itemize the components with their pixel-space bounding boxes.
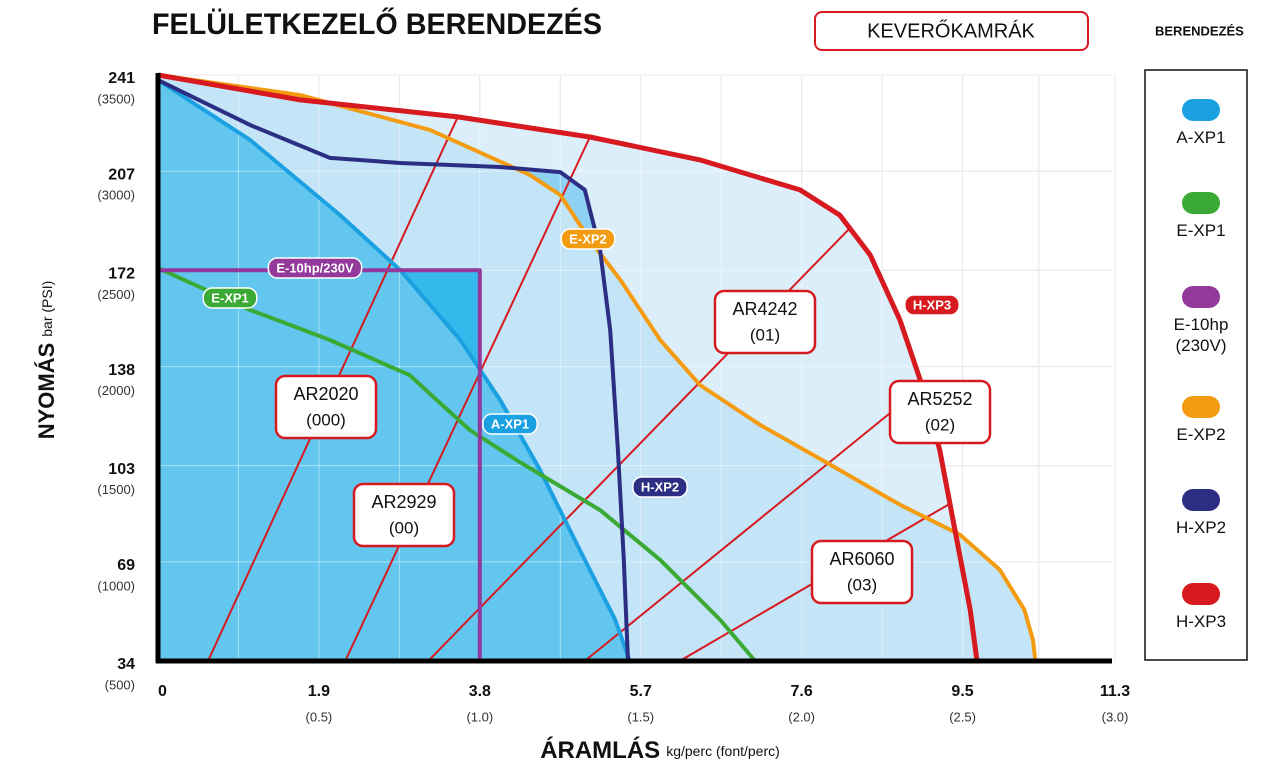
x-tick-label: 9.5 xyxy=(951,683,973,700)
chamber-code: (00) xyxy=(389,518,419,537)
chart-title: FELÜLETKEZELŐ BERENDEZÉS xyxy=(152,7,602,41)
series-tag: H-XP3 xyxy=(905,295,959,315)
series-tag-text: H-XP3 xyxy=(913,297,951,312)
legend-swatch xyxy=(1182,489,1220,511)
legend-box xyxy=(1145,70,1247,660)
chamber-name: AR2929 xyxy=(371,492,436,512)
legend-label: H-XP3 xyxy=(1161,611,1241,632)
legend-label: E-XP2 xyxy=(1161,424,1241,445)
x-tick-sublabel: (3.0) xyxy=(1102,709,1129,724)
y-tick-label: 138 xyxy=(108,362,135,379)
legend-swatch xyxy=(1182,286,1220,308)
legend-swatch xyxy=(1182,583,1220,605)
legend-label: E-10hp (230V) xyxy=(1161,314,1241,356)
series-tag-text: A-XP1 xyxy=(491,416,529,431)
x-label: ÁRAMLÁS xyxy=(540,736,660,764)
y-tick-label: 172 xyxy=(108,266,135,283)
x-unit: kg/perc (font/perc) xyxy=(666,743,780,759)
y-tick-sublabel: (2500) xyxy=(97,287,135,302)
series-tag: E-XP1 xyxy=(203,288,257,308)
y-tick-label: 69 xyxy=(117,557,135,574)
y-unit: bar (PSI) xyxy=(39,281,55,337)
series-tag-text: E-XP1 xyxy=(211,290,249,305)
y-tick-label: 34 xyxy=(117,656,135,673)
legend-title: BERENDEZÉS xyxy=(1155,23,1244,38)
page: FELÜLETKEZELŐ BERENDEZÉS KEVERŐKAMRÁK BE… xyxy=(0,0,1261,769)
legend-label: E-XP1 xyxy=(1161,220,1241,241)
chamber-code: (03) xyxy=(847,575,877,594)
chamber-code: (01) xyxy=(750,325,780,344)
series-tag: H-XP2 xyxy=(633,477,687,497)
series-tag: A-XP1 xyxy=(483,414,537,434)
x-tick-label: 3.8 xyxy=(469,683,491,700)
x-tick-sublabel: (1.5) xyxy=(627,709,654,724)
y-tick-sublabel: (3000) xyxy=(97,188,135,203)
legend-swatch xyxy=(1182,396,1220,418)
x-tick-label: 5.7 xyxy=(630,683,652,700)
x-tick-label: 0 xyxy=(158,683,167,700)
x-axis-title: ÁRAMLÁS kg/perc (font/perc) xyxy=(540,736,780,764)
series-tag: E-XP2 xyxy=(561,229,615,249)
legend-swatch xyxy=(1182,99,1220,121)
x-tick-sublabel: (2.0) xyxy=(788,709,815,724)
x-tick-label: 7.6 xyxy=(791,683,813,700)
x-tick-sublabel: (1.0) xyxy=(466,709,493,724)
y-tick-sublabel: (500) xyxy=(105,677,135,692)
chamber-name: AR4242 xyxy=(732,299,797,319)
x-tick-sublabel: (0.5) xyxy=(306,709,333,724)
chamber-code: (000) xyxy=(306,410,346,429)
y-tick-label: 103 xyxy=(108,461,135,478)
chamber-code: (02) xyxy=(925,415,955,434)
chamber-title: KEVERŐKAMRÁK xyxy=(867,19,1035,42)
series-tag-text: E-XP2 xyxy=(569,231,607,246)
y-tick-sublabel: (2000) xyxy=(97,383,135,398)
x-tick-label: 11.3 xyxy=(1100,683,1130,700)
y-tick-label: 241 xyxy=(108,70,135,87)
y-axis-title: NYOMÁS bar (PSI) xyxy=(34,281,59,440)
series-tag-text: H-XP2 xyxy=(641,479,679,494)
y-label: NYOMÁS xyxy=(34,343,59,440)
legend-label: A-XP1 xyxy=(1161,127,1241,148)
x-tick-label: 1.9 xyxy=(308,683,330,700)
chamber-name: AR2020 xyxy=(293,384,358,404)
series-tag: E-10hp/230V xyxy=(268,258,361,278)
legend-label: H-XP2 xyxy=(1161,517,1241,538)
chart: FELÜLETKEZELŐ BERENDEZÉS KEVERŐKAMRÁK BE… xyxy=(0,0,1261,769)
x-tick-sublabel: (2.5) xyxy=(949,709,976,724)
series-tag-text: E-10hp/230V xyxy=(276,260,354,275)
plot: A-XP1 E-XP1 E-10hp/230V E-XP2 H-XP2 H-XP3 AR20… xyxy=(156,73,1115,663)
y-tick-sublabel: (3500) xyxy=(97,91,135,106)
y-tick-sublabel: (1000) xyxy=(97,578,135,593)
y-tick-sublabel: (1500) xyxy=(97,482,135,497)
legend-swatch xyxy=(1182,192,1220,214)
chamber-name: AR5252 xyxy=(907,389,972,409)
y-tick-label: 207 xyxy=(108,166,135,183)
chamber-name: AR6060 xyxy=(829,549,894,569)
